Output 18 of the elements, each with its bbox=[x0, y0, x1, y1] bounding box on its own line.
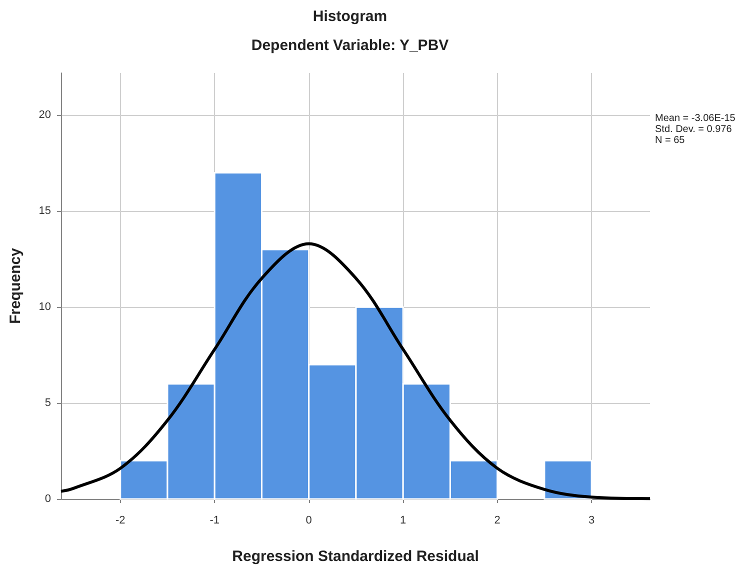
x-tick-label: 1 bbox=[400, 514, 406, 526]
y-axis-title: Frequency bbox=[7, 247, 24, 324]
text: N = 65 bbox=[655, 135, 686, 146]
x-tick-label: -2 bbox=[115, 514, 126, 526]
chart-subtitle: Dependent Variable: Y_PBV bbox=[251, 37, 449, 54]
text: Std. Dev. = 0.976 bbox=[655, 124, 732, 135]
y-tick-label: 20 bbox=[38, 109, 51, 122]
text: Mean = -3.06E-15 bbox=[655, 113, 736, 124]
y-tick-label: 5 bbox=[44, 397, 51, 410]
y-tick-label: 0 bbox=[44, 493, 51, 505]
x-tick-label: 0 bbox=[306, 514, 312, 526]
x-tick-label: -1 bbox=[210, 514, 220, 526]
y-tick-label: 15 bbox=[38, 205, 51, 218]
y-tick-label: 10 bbox=[38, 301, 51, 314]
x-tick-label: 3 bbox=[588, 514, 595, 526]
x-tick-label: 2 bbox=[494, 514, 500, 526]
chart-title: Histogram bbox=[312, 8, 388, 25]
x-axis-title: Regression Standardized Residual bbox=[232, 548, 479, 565]
